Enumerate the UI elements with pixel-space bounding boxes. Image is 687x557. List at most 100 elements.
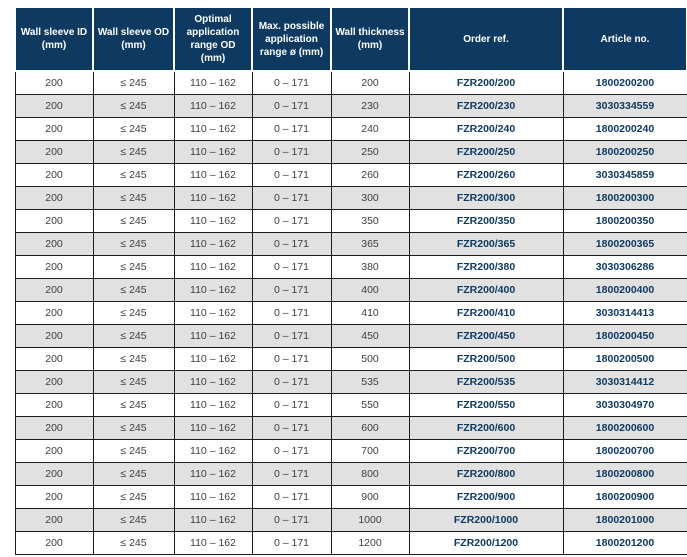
article-no-cell: 1800200700	[562, 439, 687, 463]
max-range-cell: 0 – 171	[251, 508, 332, 532]
order-ref-cell: FZR200/700	[408, 439, 564, 463]
article-no-cell: 1800200365	[562, 232, 687, 256]
order-ref-cell: FZR200/1200	[408, 531, 564, 555]
wall-sleeve-od-cell: ≤ 245	[92, 186, 175, 210]
article-no-cell: 3030334559	[562, 94, 687, 118]
wall-thickness-cell: 800	[330, 462, 410, 486]
table-row: 200 ≤ 245 110 – 162 0 – 171 410 FZR200/410 303…	[14, 301, 687, 325]
article-no-cell: 3030304970	[562, 393, 687, 417]
col-header-wall-sleeve-id: Wall sleeve ID (mm)	[14, 6, 94, 72]
wall-sleeve-id-cell: 200	[14, 462, 94, 486]
table-row: 200 ≤ 245 110 – 162 0 – 171 250 FZR200/250 180…	[14, 140, 687, 164]
wall-sleeve-id-cell: 200	[14, 94, 94, 118]
max-range-cell: 0 – 171	[251, 94, 332, 118]
optimal-range-cell: 110 – 162	[173, 485, 253, 509]
max-range-cell: 0 – 171	[251, 70, 332, 95]
optimal-range-cell: 110 – 162	[173, 117, 253, 141]
wall-sleeve-id-cell: 200	[14, 370, 94, 394]
article-no-cell: 1800200240	[562, 117, 687, 141]
order-ref-cell: FZR200/365	[408, 232, 564, 256]
wall-sleeve-id-cell: 200	[14, 140, 94, 164]
article-no-cell: 3030314412	[562, 370, 687, 394]
wall-sleeve-od-cell: ≤ 245	[92, 324, 175, 348]
wall-sleeve-id-cell: 200	[14, 163, 94, 187]
max-range-cell: 0 – 171	[251, 186, 332, 210]
wall-sleeve-od-cell: ≤ 245	[92, 531, 175, 555]
wall-thickness-cell: 1000	[330, 508, 410, 532]
wall-thickness-cell: 500	[330, 347, 410, 371]
wall-sleeve-id-cell: 200	[14, 347, 94, 371]
article-no-cell: 1800200200	[562, 70, 687, 95]
table-row: 200 ≤ 245 110 – 162 0 – 171 380 FZR200/380 303…	[14, 255, 687, 279]
table-row: 200 ≤ 245 110 – 162 0 – 171 230 FZR200/230 303…	[14, 94, 687, 118]
wall-sleeve-spec-table: Wall sleeve ID (mm) Wall sleeve OD (mm) …	[14, 6, 687, 555]
max-range-cell: 0 – 171	[251, 370, 332, 394]
order-ref-cell: FZR200/800	[408, 462, 564, 486]
order-ref-cell: FZR200/300	[408, 186, 564, 210]
wall-sleeve-od-cell: ≤ 245	[92, 209, 175, 233]
order-ref-cell: FZR200/200	[408, 70, 564, 95]
wall-thickness-cell: 350	[330, 209, 410, 233]
article-no-cell: 3030314413	[562, 301, 687, 325]
wall-thickness-cell: 700	[330, 439, 410, 463]
optimal-range-cell: 110 – 162	[173, 232, 253, 256]
wall-sleeve-id-cell: 200	[14, 485, 94, 509]
wall-sleeve-id-cell: 200	[14, 70, 94, 95]
article-no-cell: 1800200900	[562, 485, 687, 509]
optimal-range-cell: 110 – 162	[173, 255, 253, 279]
wall-sleeve-id-cell: 200	[14, 278, 94, 302]
max-range-cell: 0 – 171	[251, 232, 332, 256]
article-no-cell: 1800200400	[562, 278, 687, 302]
table-header-row: Wall sleeve ID (mm) Wall sleeve OD (mm) …	[14, 6, 687, 72]
wall-sleeve-od-cell: ≤ 245	[92, 462, 175, 486]
order-ref-cell: FZR200/500	[408, 347, 564, 371]
wall-thickness-cell: 260	[330, 163, 410, 187]
optimal-range-cell: 110 – 162	[173, 186, 253, 210]
wall-sleeve-id-cell: 200	[14, 439, 94, 463]
max-range-cell: 0 – 171	[251, 531, 332, 555]
table-row: 200 ≤ 245 110 – 162 0 – 171 300 FZR200/300 180…	[14, 186, 687, 210]
wall-sleeve-od-cell: ≤ 245	[92, 416, 175, 440]
article-no-cell: 3030345859	[562, 163, 687, 187]
max-range-cell: 0 – 171	[251, 163, 332, 187]
optimal-range-cell: 110 – 162	[173, 163, 253, 187]
wall-sleeve-od-cell: ≤ 245	[92, 140, 175, 164]
wall-sleeve-id-cell: 200	[14, 324, 94, 348]
wall-thickness-cell: 250	[330, 140, 410, 164]
wall-thickness-cell: 380	[330, 255, 410, 279]
max-range-cell: 0 – 171	[251, 278, 332, 302]
optimal-range-cell: 110 – 162	[173, 416, 253, 440]
wall-sleeve-id-cell: 200	[14, 508, 94, 532]
order-ref-cell: FZR200/450	[408, 324, 564, 348]
optimal-range-cell: 110 – 162	[173, 324, 253, 348]
wall-sleeve-id-cell: 200	[14, 232, 94, 256]
wall-sleeve-od-cell: ≤ 245	[92, 393, 175, 417]
max-range-cell: 0 – 171	[251, 209, 332, 233]
wall-thickness-cell: 200	[330, 70, 410, 95]
wall-thickness-cell: 300	[330, 186, 410, 210]
wall-sleeve-od-cell: ≤ 245	[92, 232, 175, 256]
max-range-cell: 0 – 171	[251, 117, 332, 141]
order-ref-cell: FZR200/260	[408, 163, 564, 187]
wall-sleeve-od-cell: ≤ 245	[92, 255, 175, 279]
wall-thickness-cell: 400	[330, 278, 410, 302]
max-range-cell: 0 – 171	[251, 439, 332, 463]
order-ref-cell: FZR200/410	[408, 301, 564, 325]
col-header-wall-thickness: Wall thickness (mm)	[330, 6, 410, 72]
wall-sleeve-id-cell: 200	[14, 393, 94, 417]
article-no-cell: 1800201200	[562, 531, 687, 555]
optimal-range-cell: 110 – 162	[173, 209, 253, 233]
wall-sleeve-id-cell: 200	[14, 186, 94, 210]
wall-thickness-cell: 410	[330, 301, 410, 325]
table-row: 200 ≤ 245 110 – 162 0 – 171 350 FZR200/350 180…	[14, 209, 687, 233]
table-row: 200 ≤ 245 110 – 162 0 – 171 700 FZR200/700 180…	[14, 439, 687, 463]
wall-sleeve-od-cell: ≤ 245	[92, 163, 175, 187]
table-row: 200 ≤ 245 110 – 162 0 – 171 535 FZR200/535 303…	[14, 370, 687, 394]
wall-sleeve-id-cell: 200	[14, 301, 94, 325]
wall-thickness-cell: 535	[330, 370, 410, 394]
max-range-cell: 0 – 171	[251, 462, 332, 486]
table-row: 200 ≤ 245 110 – 162 0 – 171 200 FZR200/200 180…	[14, 70, 687, 95]
max-range-cell: 0 – 171	[251, 347, 332, 371]
max-range-cell: 0 – 171	[251, 393, 332, 417]
wall-sleeve-od-cell: ≤ 245	[92, 301, 175, 325]
